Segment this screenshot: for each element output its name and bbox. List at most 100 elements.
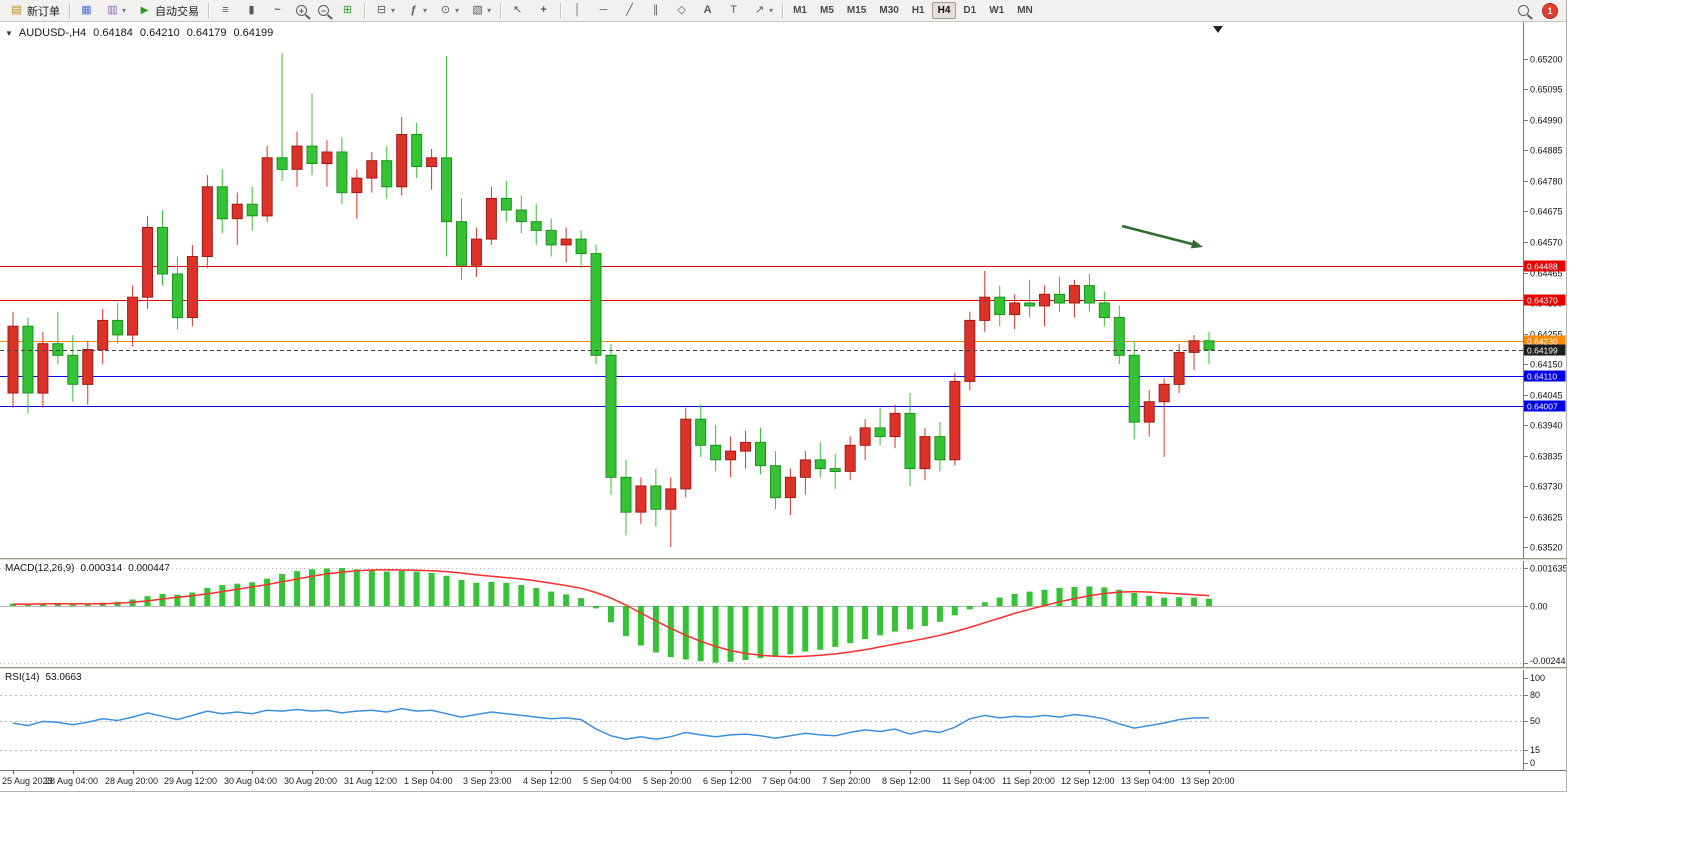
macd-axis-label: 0.001635 <box>1530 564 1566 574</box>
timeframe-button-w1[interactable]: W1 <box>989 5 1005 16</box>
trend-arrow-head <box>1190 239 1203 249</box>
macd-histogram-bar <box>54 603 61 606</box>
price-axis-label: 0.63835 <box>1530 452 1563 462</box>
text-tool-button[interactable]: A <box>695 1 720 21</box>
price-level-badge-label: 0.64230 <box>1527 337 1558 347</box>
candle <box>1113 317 1125 356</box>
panel-resize-separator[interactable] <box>0 558 1566 561</box>
candle <box>710 444 722 461</box>
search-button[interactable] <box>1513 1 1534 21</box>
zoom-in-button[interactable]: + <box>291 1 312 21</box>
label-tool-button[interactable]: T <box>721 1 746 21</box>
price-level-badge <box>1524 400 1566 412</box>
one-click-trading-toggle-icon[interactable]: ▼ <box>5 28 13 38</box>
vertical-line-icon: │ <box>574 4 582 16</box>
crosshair-tool-button[interactable]: + <box>531 1 556 21</box>
candle <box>351 177 363 194</box>
candle <box>216 186 228 220</box>
cursor-tool-button[interactable]: ↖ <box>505 1 530 21</box>
candlestick-mode-button[interactable]: ▮ <box>239 1 264 21</box>
horizontal-line-tool-button[interactable]: ─ <box>591 1 616 21</box>
macd-histogram-bar <box>1116 589 1123 606</box>
macd-histogram-bar <box>338 568 345 606</box>
rsi-indicator-panel[interactable]: RSI(14) 53.0663 100 80 50 15 0 <box>0 670 1566 770</box>
time-axis-tick <box>910 771 911 774</box>
ohlc-close-value: 0.64199 <box>233 27 274 39</box>
macd-histogram-bar <box>817 606 824 650</box>
bar-chart-mode-button[interactable]: ≡ <box>213 1 238 21</box>
macd-indicator-panel[interactable]: MACD(12,26,9) 0.000314 0.000447 0.001635… <box>0 561 1571 667</box>
trend-arrow-annotation[interactable] <box>1121 224 1193 246</box>
time-axis-label: 7 Sep 20:00 <box>822 776 871 786</box>
main-chart-panel[interactable]: ▼ AUDUSD-,H4 0.64184 0.64210 0.64179 0.6… <box>0 22 1566 558</box>
timeframe-button-m1[interactable]: M1 <box>793 5 807 16</box>
tile-windows-button[interactable]: ⊞ <box>335 1 360 21</box>
shapes-icon: ◇ <box>677 4 686 16</box>
timeframe-button-m30[interactable]: M30 <box>879 5 899 16</box>
arrows-tool-button[interactable]: ↗ ▾ <box>747 1 778 21</box>
macd-histogram-bar <box>966 606 973 610</box>
price-level-badge <box>1524 294 1566 306</box>
vertical-line-tool-button[interactable]: │ <box>565 1 590 21</box>
shapes-tool-button[interactable]: ◇ <box>669 1 694 21</box>
candle <box>456 221 467 266</box>
candle <box>82 349 94 385</box>
profiles-button[interactable]: ▥ ▾ <box>100 1 131 21</box>
candlestick-chart-canvas[interactable]: 0.65200 0.65095 0.64990 0.64885 0.64780 0.646… <box>0 22 1566 558</box>
trendline-tool-button[interactable]: ╱ <box>617 1 642 21</box>
price-axis-label: 0.64885 <box>1530 146 1563 156</box>
time-axis-label: 1 Sep 04:00 <box>404 776 453 786</box>
time-axis-tick <box>970 771 971 774</box>
auto-trading-button[interactable]: ▶ 自动交易 <box>132 1 204 21</box>
candle <box>1143 401 1155 423</box>
time-axis-label: 28 Aug 04:00 <box>45 776 99 786</box>
time-axis-tick <box>731 771 732 774</box>
macd-histogram-bar <box>189 592 196 606</box>
zoom-out-button[interactable]: − <box>313 1 334 21</box>
panel-resize-separator[interactable] <box>0 667 1566 670</box>
notification-badge[interactable]: 1 <box>1542 2 1558 19</box>
new-chart-button[interactable]: ⊟ ▾ <box>369 1 400 21</box>
line-chart-mode-button[interactable]: ~ <box>265 1 290 21</box>
templates-button[interactable]: ▧ ▾ <box>465 1 496 21</box>
candle <box>1188 340 1200 353</box>
channel-tool-button[interactable]: ∥ <box>643 1 668 21</box>
macd-histogram-bar <box>697 606 704 662</box>
price-axis-label: 0.64780 <box>1530 177 1563 187</box>
macd-signal-line <box>13 568 1210 658</box>
price-level-badge <box>1524 344 1566 356</box>
timeframe-button-m15[interactable]: M15 <box>846 5 867 16</box>
macd-histogram-bar <box>84 604 91 606</box>
new-order-button[interactable]: ▤ 新订单 <box>4 1 65 21</box>
macd-chart-canvas[interactable]: 0.001635 0.00 -0.002442 <box>0 561 1571 667</box>
candle <box>799 459 811 478</box>
timeframe-button-h4[interactable]: H4 <box>931 2 957 19</box>
timeframe-button-d1[interactable]: D1 <box>963 5 977 16</box>
toolbar-separator <box>364 2 366 19</box>
time-axis-label: 30 Aug 20:00 <box>284 776 338 786</box>
time-axis[interactable]: 25 Aug 2023 28 Aug 04:00 28 Aug 20:00 29 Au… <box>0 770 1566 791</box>
toolbar-separator <box>69 2 70 19</box>
rsi-axis-label: 0 <box>1530 758 1535 768</box>
chevron-down-icon: ▾ <box>391 6 396 15</box>
macd-histogram-bar <box>951 606 958 616</box>
rsi-chart-canvas[interactable]: 100 80 50 15 0 <box>0 670 1566 770</box>
candle <box>485 197 497 240</box>
candle <box>560 238 572 246</box>
time-axis-tick <box>790 771 791 774</box>
time-axis-label: 11 Sep 04:00 <box>942 776 995 786</box>
chevron-down-icon: ▾ <box>487 6 492 15</box>
timeframe-button-m5[interactable]: M5 <box>820 5 834 16</box>
period-button[interactable]: ⊙ ▾ <box>433 1 464 21</box>
timeframe-button-h1[interactable]: H1 <box>911 5 925 16</box>
macd-histogram-bar <box>847 606 854 644</box>
timeframe-button-mn[interactable]: MN <box>1017 5 1033 16</box>
time-axis-tick <box>13 771 14 774</box>
chart-window-button[interactable]: ▦ <box>74 1 99 21</box>
price-level-badge-label: 0.64007 <box>1527 402 1558 412</box>
toolbar: ▤ 新订单 ▦ ▥ ▾ ▶ 自动交易 ≡ ▮ ~ + − <box>0 0 1566 22</box>
candle <box>381 160 393 188</box>
indicators-button[interactable]: ƒ ▾ <box>401 1 432 21</box>
macd-histogram-bar <box>533 587 540 606</box>
macd-axis-label: -0.002442 <box>1530 656 1566 666</box>
